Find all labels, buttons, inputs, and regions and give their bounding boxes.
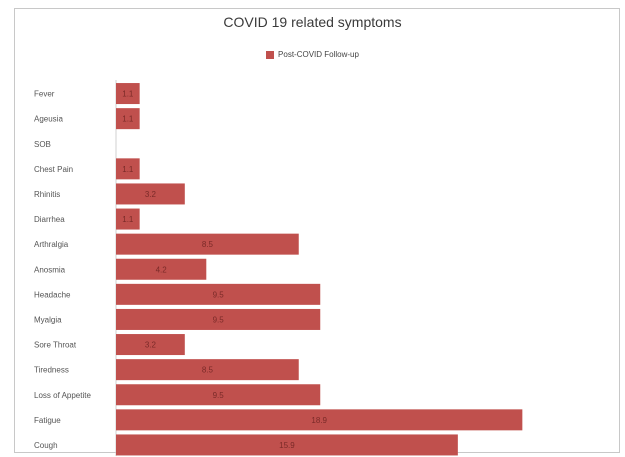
category-label: Rhinitis xyxy=(34,190,60,199)
bar xyxy=(116,283,321,305)
category-label: Cough xyxy=(34,441,58,450)
bar xyxy=(116,384,321,406)
bar-value-label: 9.5 xyxy=(213,290,225,299)
legend-label: Post-COVID Follow-up xyxy=(278,50,359,59)
bar-value-label: 8.5 xyxy=(202,240,214,249)
category-label: SOB xyxy=(34,140,51,149)
bar xyxy=(116,108,140,130)
bar-value-label: 9.5 xyxy=(213,315,225,324)
bar-value-label: 1.1 xyxy=(122,215,134,224)
chart-frame xyxy=(14,8,620,453)
bar xyxy=(116,258,207,280)
bar-value-label: 3.2 xyxy=(145,341,157,350)
bar xyxy=(116,434,458,456)
bar xyxy=(116,83,140,105)
category-label: Fever xyxy=(34,90,55,99)
bar-value-label: 1.1 xyxy=(122,115,134,124)
category-label: Ageusia xyxy=(34,115,63,124)
bar-value-label: 15.9 xyxy=(279,441,295,450)
bar-value-label: 3.2 xyxy=(145,190,157,199)
category-label: Loss of Appetite xyxy=(34,391,91,400)
bar-value-label: 1.1 xyxy=(122,165,134,174)
bar-value-label: 9.5 xyxy=(213,391,225,400)
category-label: Arthralgia xyxy=(34,240,69,249)
category-label: Anosmia xyxy=(34,265,66,274)
category-label: Myalgia xyxy=(34,315,62,324)
category-label: Tiredness xyxy=(34,366,69,375)
legend-swatch xyxy=(266,50,275,59)
category-label: Fatigue xyxy=(34,416,61,425)
bar-value-label: 18.9 xyxy=(311,416,327,425)
bar-value-label: 8.5 xyxy=(202,366,214,375)
category-label: Diarrhea xyxy=(34,215,65,224)
category-label: Sore Throat xyxy=(34,341,77,350)
bar xyxy=(116,308,321,330)
bar xyxy=(116,158,140,180)
bar-value-label: 4.2 xyxy=(156,265,168,274)
chart-legend: Post-COVID Follow-up xyxy=(0,50,625,59)
chart-title: COVID 19 related symptoms xyxy=(223,14,402,30)
category-label: Chest Pain xyxy=(34,165,73,174)
bar xyxy=(116,359,299,381)
bar xyxy=(116,233,299,255)
bar xyxy=(116,183,185,205)
bar xyxy=(116,208,140,230)
bar xyxy=(116,334,185,356)
bar-value-label: 1.1 xyxy=(122,90,134,99)
bar xyxy=(116,409,523,431)
category-label: Headache xyxy=(34,290,71,299)
